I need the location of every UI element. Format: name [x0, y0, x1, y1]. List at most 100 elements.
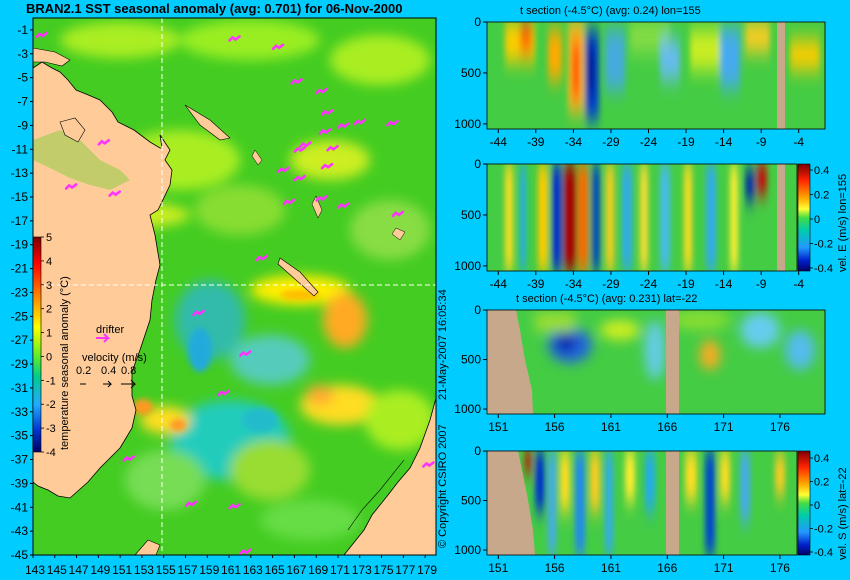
vel-e-colorbar-label: vel. E (m/s) lon=155	[837, 174, 849, 272]
temp-colorbar-tick-label: 0	[46, 351, 52, 363]
drifter-marker	[239, 548, 252, 555]
drifter-marker	[293, 146, 307, 153]
map-x-tick-label: 157	[177, 563, 197, 577]
new-caledonia	[277, 257, 319, 297]
map-y-tick-label: -7	[17, 95, 28, 109]
map-y-tick-label: -29	[11, 357, 29, 371]
temp-colorbar-tick-label: 4	[46, 256, 52, 268]
vel-colorbar-tick-label: -0.2	[814, 239, 833, 251]
cape-york	[59, 117, 86, 143]
map-x-tick-label: 145	[47, 563, 67, 577]
section-y-tick-label: 0	[474, 157, 481, 171]
temp-colorbar-ticks: 5 4 3 2 1 0 -1 -2 -3 -4	[41, 232, 56, 459]
vel-colorbar-tick-label: -0.4	[814, 547, 833, 559]
section-y-tick-label: 500	[461, 494, 481, 508]
section-x-tick-label: 161	[601, 561, 621, 575]
drifter-marker	[290, 78, 303, 85]
panel4-ticks: 151 156 161 166 171 176 0 500 1000	[454, 444, 790, 575]
vel-colorbar-tick-label: 0.2	[814, 190, 829, 202]
drifter-markers	[35, 31, 435, 555]
velocity-legend-arrows	[80, 379, 137, 389]
temp-colorbar-tick-label: -1	[46, 375, 56, 387]
map-colorbar: 5 4 3 2 1 0 -1 -2 -3 -4 temperature seasonal anom…	[32, 232, 71, 459]
temp-colorbar-tick-label: 1	[46, 328, 52, 340]
section-x-tick-label: -24	[640, 135, 658, 149]
drifter-marker	[282, 198, 296, 206]
map-x-tick-label: 175	[374, 563, 394, 577]
section-x-tick-label: 151	[488, 420, 508, 434]
map-x-tick-label: 155	[156, 563, 176, 577]
section-y-tick-label: 500	[461, 66, 481, 80]
section-x-tick-label: -34	[565, 135, 583, 149]
map-x-tick-label: 167	[286, 563, 306, 577]
drifter-marker	[228, 35, 241, 42]
map-x-tick-label: 161	[221, 563, 241, 577]
map-x-tick-label: 165	[265, 563, 285, 577]
panel3-ticks: 151 156 161 166 171 176 0 500 1000	[454, 303, 790, 434]
section-y-tick-label: 1000	[454, 117, 481, 131]
section-y-tick-label: 1000	[454, 543, 481, 557]
drifter-marker	[35, 31, 49, 39]
drifter-marker	[386, 119, 399, 127]
drifter-marker	[315, 195, 328, 202]
section-x-tick-label: -34	[565, 277, 583, 291]
map-x-tick-label: 171	[330, 563, 350, 577]
velocity-tick-3: 0.8	[121, 365, 136, 377]
map-x-tick-label: 177	[395, 563, 415, 577]
drifter-marker	[422, 461, 435, 468]
section-x-tick-label: 176	[770, 561, 790, 575]
map-y-tick-label: -39	[11, 476, 29, 490]
section-x-tick-label: -39	[527, 135, 545, 149]
section-x-tick-label: -4	[793, 277, 804, 291]
map-anomaly-detail	[133, 290, 320, 432]
map-x-tick-label: 163	[243, 563, 263, 577]
drifter-marker	[337, 122, 350, 129]
map-y-ticks: -1 -3 -5 -7 -9 -11 -13 -15 -17 -19 -21 -23 -25 -27 -29…	[11, 23, 33, 562]
drifter-marker	[277, 166, 290, 174]
t-section-lon-panel: t section (-4.5°C) (avg: 0.24) lon=155 -…	[454, 5, 826, 149]
section-y-tick-label: 500	[461, 353, 481, 367]
map-y-tick-label: -13	[11, 166, 29, 180]
map-x-tick-label: 173	[352, 563, 372, 577]
section-x-tick-label: 151	[488, 561, 508, 575]
section-x-tick-label: -19	[677, 277, 695, 291]
map-y-tick-label: -23	[11, 285, 29, 299]
map-x-tick-label: 169	[308, 563, 328, 577]
map-y-tick-label: -37	[11, 453, 29, 467]
panel3-field	[535, 310, 815, 380]
temp-colorbar-tick-label: 2	[46, 304, 52, 316]
map-x-ticks: 143 145 147 149 151 153 155 157 159 161 163 165 167 1…	[25, 555, 437, 577]
map-x-tick-label: 151	[112, 563, 132, 577]
vel-colorbar-tick-label: 0.4	[814, 165, 829, 177]
drifter-marker	[192, 309, 205, 317]
section-x-tick-label: 156	[545, 561, 565, 575]
vel-s-colorbar-swatch	[797, 450, 811, 556]
section-x-tick-label: -29	[602, 277, 620, 291]
map-y-tick-label: -25	[11, 309, 29, 323]
fiji	[391, 227, 406, 241]
temp-colorbar-tick-label: -4	[46, 447, 56, 459]
map-y-tick-label: -3	[17, 47, 28, 61]
drifter-marker	[326, 144, 339, 152]
map-y-tick-label: -43	[11, 524, 29, 538]
section-x-tick-label: -19	[677, 135, 695, 149]
t-section-lat-title: t section (-4.5°C) (avg: 0.231) lat=-22	[516, 293, 697, 305]
map-land	[32, 47, 437, 556]
map-x-tick-label: 153	[134, 563, 154, 577]
map-x-tick-label: 179	[417, 563, 437, 577]
section-x-tick-label: -4	[793, 135, 804, 149]
section-x-tick-label: -14	[715, 277, 733, 291]
section-x-tick-label: 171	[714, 420, 734, 434]
section-x-tick-label: -9	[756, 277, 767, 291]
panel4-land-mask	[666, 451, 679, 555]
section-y-tick-label: 0	[474, 444, 481, 458]
section-x-tick-label: 156	[545, 420, 565, 434]
map-y-tick-label: -15	[11, 190, 29, 204]
drifter-marker	[318, 128, 332, 135]
section-x-tick-label: 166	[657, 561, 677, 575]
section-y-tick-label: 1000	[454, 402, 481, 416]
solomon-islands	[184, 104, 231, 141]
vel-colorbar-tick-label: 0	[814, 214, 820, 226]
drifter-marker	[320, 162, 334, 170]
panel3-land-shelf	[487, 310, 533, 414]
